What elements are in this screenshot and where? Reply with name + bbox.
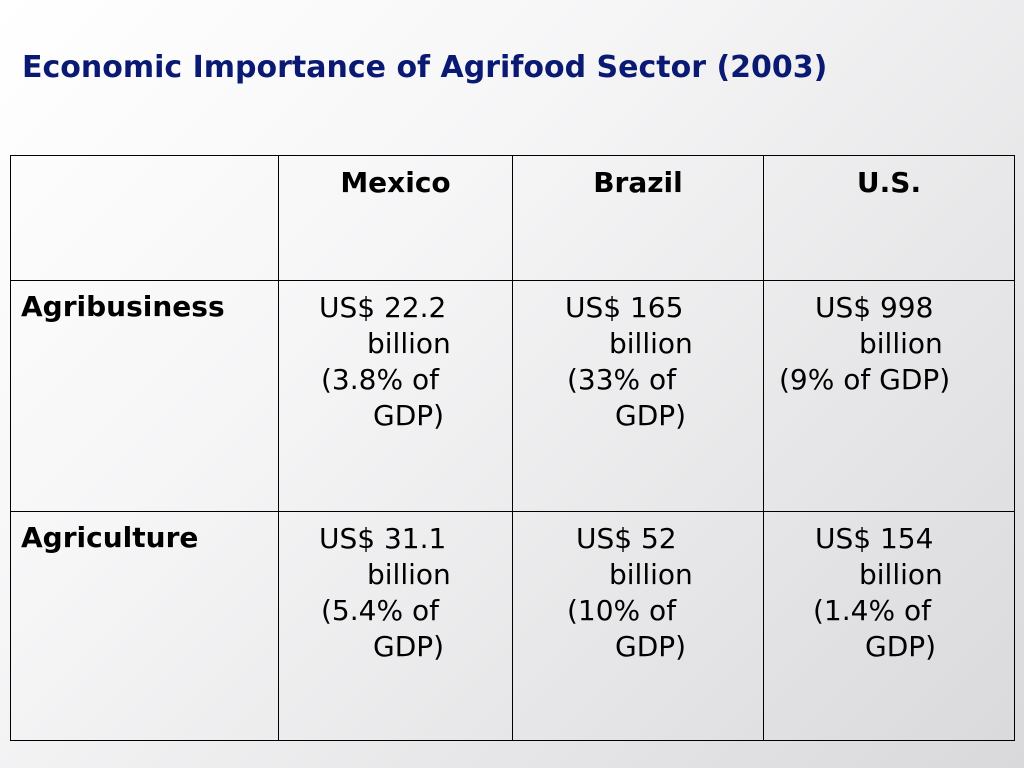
cell-line: GDP) <box>615 399 687 432</box>
cell-line: US$ 998 <box>815 291 934 324</box>
column-header-us: U.S. <box>763 155 1015 281</box>
column-header-mexico: Mexico <box>278 155 513 281</box>
cell-line: GDP) <box>865 630 937 663</box>
cell-line: GDP) <box>373 399 445 432</box>
column-header-brazil: Brazil <box>512 155 764 281</box>
cell-line: GDP) <box>373 630 445 663</box>
cell-line: billion <box>609 327 693 360</box>
row-header-agribusiness: Agribusiness <box>10 280 279 512</box>
cell-line: US$ 22.2 <box>319 291 447 324</box>
cell-line: US$ 165 <box>565 291 684 324</box>
cell-line: billion <box>609 558 693 591</box>
cell-line: (3.8% of <box>321 363 439 396</box>
cell-line: (5.4% of <box>321 594 439 627</box>
cell-line: US$ 52 <box>576 522 677 555</box>
cell-line: GDP) <box>615 630 687 663</box>
cell-agriculture-brazil: US$ 52 billion (10% of GDP) <box>512 511 764 741</box>
table-header-row: Mexico Brazil U.S. <box>10 155 1015 281</box>
agrifood-table: Mexico Brazil U.S. Agribusiness US$ 22.2… <box>10 155 1015 741</box>
cell-line: (10% of <box>567 594 677 627</box>
slide-title: Economic Importance of Agrifood Sector (… <box>22 50 828 85</box>
cell-line: US$ 154 <box>815 522 934 555</box>
cell-line: billion <box>859 327 943 360</box>
cell-agribusiness-brazil: US$ 165 billion (33% of GDP) <box>512 280 764 512</box>
row-header-agriculture: Agriculture <box>10 511 279 741</box>
empty-corner-cell <box>10 155 279 281</box>
cell-line: billion <box>367 558 451 591</box>
cell-line: US$ 31.1 <box>319 522 447 555</box>
cell-agriculture-us: US$ 154 billion (1.4% of GDP) <box>763 511 1015 741</box>
cell-line: (1.4% of <box>813 594 931 627</box>
table-row-agribusiness: Agribusiness US$ 22.2 billion (3.8% of G… <box>10 280 1015 512</box>
cell-agribusiness-mexico: US$ 22.2 billion (3.8% of GDP) <box>278 280 513 512</box>
table-row-agriculture: Agriculture US$ 31.1 billion (5.4% of GD… <box>10 511 1015 741</box>
cell-line: billion <box>367 327 451 360</box>
cell-agribusiness-us: US$ 998 billion (9% of GDP) <box>763 280 1015 512</box>
cell-line: (33% of <box>567 363 677 396</box>
cell-line: billion <box>859 558 943 591</box>
cell-line: (9% of GDP) <box>779 363 951 396</box>
cell-agriculture-mexico: US$ 31.1 billion (5.4% of GDP) <box>278 511 513 741</box>
